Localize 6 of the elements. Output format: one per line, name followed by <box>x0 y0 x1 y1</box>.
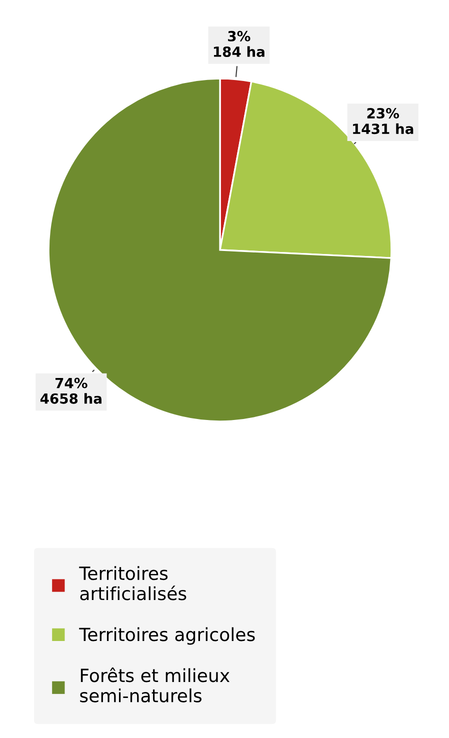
data-label: 74% 4658 ha <box>40 378 102 404</box>
legend-label: Territoires artificialisés <box>79 566 186 600</box>
legend-label: Forêts et milieux semi-naturels <box>80 668 230 702</box>
data-label: 23% 1431 ha <box>353 108 414 134</box>
data-label: 3% 184 ha <box>214 30 264 57</box>
legend-label: Territoires agricoles <box>79 627 255 645</box>
